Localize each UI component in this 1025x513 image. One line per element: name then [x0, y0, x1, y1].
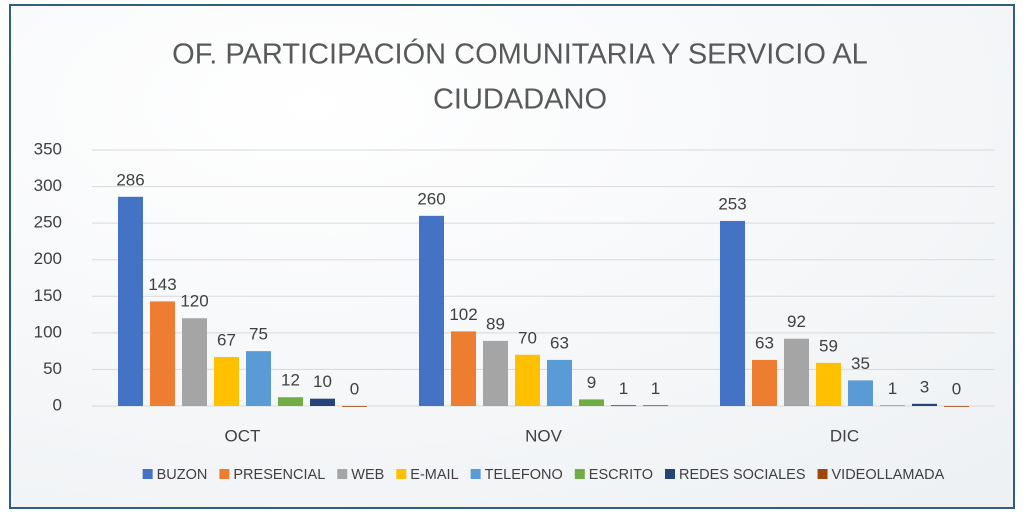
- y-tick-label: 250: [34, 213, 62, 232]
- bar: [451, 331, 476, 406]
- x-tick-label: NOV: [525, 426, 563, 445]
- y-tick-label: 300: [34, 176, 62, 195]
- legend-label: ESCRITO: [589, 467, 653, 483]
- legend-label: PRESENCIAL: [233, 467, 325, 483]
- data-label: 59: [819, 336, 838, 355]
- x-tick-label: OCT: [225, 426, 261, 445]
- bar: [752, 359, 777, 406]
- legend-swatch: [219, 469, 230, 479]
- data-label: 102: [449, 305, 477, 324]
- y-tick-label: 150: [34, 286, 62, 305]
- y-tick-label: 200: [34, 249, 62, 268]
- data-label: 10: [313, 372, 332, 391]
- legend-label: TELEFONO: [485, 467, 563, 483]
- bar: [419, 215, 444, 406]
- data-label: 63: [550, 333, 569, 352]
- bar: [118, 196, 143, 406]
- data-label: 92: [787, 312, 806, 331]
- legend-label: VIDEOLLAMADA: [832, 467, 945, 483]
- data-label: 63: [755, 333, 774, 352]
- data-label: 70: [518, 328, 537, 347]
- bar: [579, 399, 604, 406]
- legend-swatch: [142, 469, 153, 479]
- chart-frame: [9, 4, 1015, 509]
- bar: [611, 405, 636, 407]
- bar: [182, 318, 207, 406]
- legend-swatch: [665, 469, 676, 479]
- bar: [944, 406, 969, 407]
- bar: [515, 354, 540, 406]
- data-label: 35: [851, 354, 870, 373]
- bar: [643, 405, 668, 407]
- legend-swatch: [574, 469, 585, 479]
- bar: [848, 380, 873, 406]
- data-label: 75: [249, 325, 268, 344]
- y-tick-label: 100: [34, 322, 62, 341]
- data-label: 260: [417, 189, 445, 208]
- data-label: 120: [180, 292, 208, 311]
- y-tick-label: 0: [53, 395, 62, 414]
- legend-swatch: [470, 469, 481, 479]
- chart-title: CIUDADANO: [433, 84, 607, 116]
- legend-label: BUZON: [157, 467, 208, 483]
- bar: [720, 220, 745, 406]
- legend-swatch: [337, 469, 348, 479]
- data-label: 89: [486, 314, 505, 333]
- bar: [816, 362, 841, 406]
- legend-label: E-MAIL: [410, 467, 458, 483]
- data-label: 0: [952, 379, 961, 398]
- bar: [310, 398, 335, 406]
- data-label: 1: [888, 379, 897, 398]
- legend-swatch: [817, 469, 828, 479]
- data-label: 9: [587, 373, 596, 392]
- data-label: 0: [350, 379, 359, 398]
- bar: [342, 406, 367, 407]
- legend-swatch: [396, 469, 407, 479]
- bar: [246, 351, 271, 406]
- data-label: 3: [920, 377, 929, 396]
- bar: [880, 405, 905, 407]
- chart-title: OF. PARTICIPACIÓN COMUNITARIA Y SERVICIO…: [172, 38, 868, 71]
- data-label: 12: [281, 371, 300, 390]
- bar: [278, 397, 303, 406]
- data-label: 67: [217, 330, 236, 349]
- y-tick-label: 50: [43, 359, 62, 378]
- bar: [547, 359, 572, 406]
- x-tick-label: DIC: [830, 426, 859, 445]
- bar: [150, 301, 175, 406]
- y-tick-label: 350: [34, 139, 62, 158]
- data-label: 286: [116, 170, 144, 189]
- data-label: 1: [619, 379, 628, 398]
- bar: [912, 403, 937, 406]
- data-label: 253: [718, 194, 746, 213]
- bar: [784, 338, 809, 406]
- bar: [214, 356, 239, 406]
- bar: [483, 340, 508, 406]
- legend-label: WEB: [351, 467, 384, 483]
- data-label: 1: [651, 379, 660, 398]
- data-label: 143: [148, 275, 176, 294]
- legend-label: REDES SOCIALES: [679, 467, 806, 483]
